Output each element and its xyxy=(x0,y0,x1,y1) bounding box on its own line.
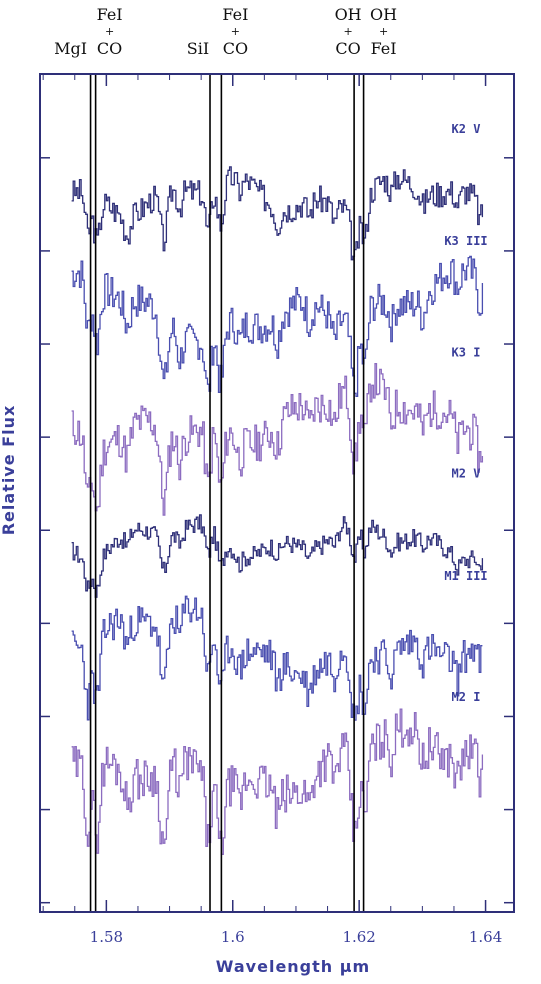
line-id-label: OH xyxy=(370,5,397,24)
x-tick-label: 1.6 xyxy=(221,928,245,946)
line-id-label: CO xyxy=(335,39,360,58)
star-label: K2 V xyxy=(452,122,481,136)
plot-frame xyxy=(39,73,515,913)
line-id-label: SiI xyxy=(187,39,209,58)
spectrum-k3-iii xyxy=(71,255,484,398)
line-id-plus: + xyxy=(343,25,352,38)
x-tick-label: 1.58 xyxy=(90,928,123,946)
line-id-label: MgI xyxy=(54,39,87,58)
line-id-label: FeI xyxy=(222,5,248,24)
y-axis-label: Relative Flux xyxy=(0,405,18,536)
line-id-label: FeI xyxy=(371,39,397,58)
star-label: M2 I xyxy=(452,690,481,704)
spectra-group xyxy=(71,166,484,855)
spectrum-m2-i xyxy=(71,708,484,855)
x-tick-labels: 1.58 1.6 1.62 1.64 xyxy=(90,928,503,946)
star-label: K3 III xyxy=(444,234,487,248)
x-tick-label: 1.64 xyxy=(469,928,502,946)
star-label: M2 V xyxy=(452,467,481,481)
line-id-label: OH xyxy=(335,5,362,24)
line-id-plus: + xyxy=(379,25,388,38)
axis-ticks xyxy=(40,74,514,912)
line-id-plus: + xyxy=(231,25,240,38)
star-label: M1 III xyxy=(444,569,487,583)
spectrum-k2-v xyxy=(71,166,484,261)
spectrum-m1-iii xyxy=(71,595,483,721)
star-labels: K2 V K3 III K3 I M2 V M1 III M2 I xyxy=(444,122,487,704)
x-axis-label: Wavelength μm xyxy=(216,957,370,976)
line-id-label: CO xyxy=(223,39,248,58)
x-tick-label: 1.62 xyxy=(342,928,375,946)
line-id-label: FeI xyxy=(97,5,123,24)
line-id-label: CO xyxy=(97,39,122,58)
line-id-plus: + xyxy=(105,25,114,38)
spectrum-m2-v xyxy=(71,514,484,598)
star-label: K3 I xyxy=(452,346,481,360)
line-markers xyxy=(89,74,365,912)
spectrum-k3-i xyxy=(71,362,484,516)
